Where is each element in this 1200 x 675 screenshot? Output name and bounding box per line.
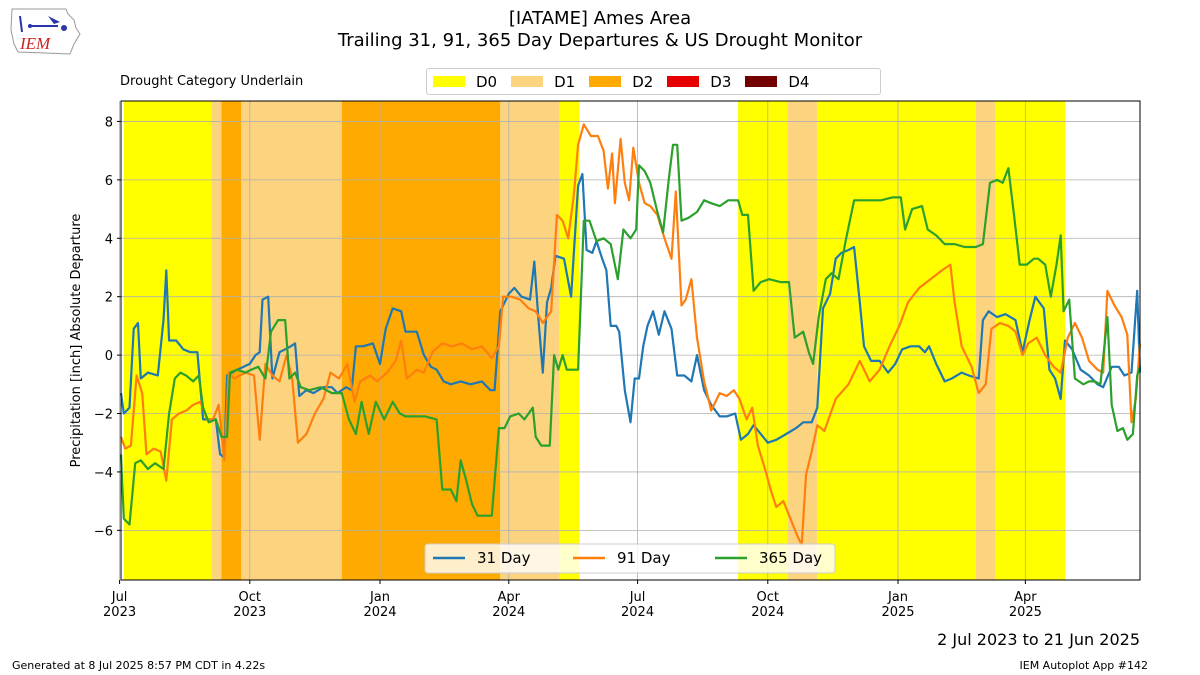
x-tick-label-year: 2024 (751, 605, 784, 620)
drought-legend-item-d0: D0 (433, 73, 497, 91)
logo-text: IEM (19, 34, 51, 53)
app-note: IEM Autoplot App #142 (1019, 659, 1149, 672)
x-tick-label: Jan (369, 590, 390, 605)
drought-legend-swatch (589, 76, 622, 87)
drought-legend-item-d1: D1 (511, 73, 575, 91)
drought-legend-label: D1 (554, 72, 576, 91)
drought-legend-swatch (433, 76, 465, 87)
drought-band-d1 (241, 101, 342, 580)
axis-ticks: −6−4−202468Jul2023Oct2023Jan2024Apr2024J… (94, 115, 1042, 620)
x-tick-label: Apr (1014, 590, 1037, 605)
drought-band-d1 (975, 101, 996, 580)
drought-band-d0 (817, 101, 976, 580)
drought-band-d1 (500, 101, 560, 580)
x-tick-label-year: 2025 (881, 605, 914, 620)
x-tick-label-year: 2024 (621, 605, 654, 620)
drought-legend-item-d3: D3 (667, 73, 731, 91)
drought-bands (123, 101, 1065, 580)
drought-legend-item-d4: D4 (745, 73, 809, 91)
drought-band-d1 (211, 101, 222, 580)
drought-legend-swatch (667, 76, 700, 87)
y-tick-label: −6 (94, 524, 113, 539)
drought-band-d0 (559, 101, 580, 580)
series-line-91-day (119, 123, 1142, 547)
chart-subtitle: Trailing 31, 91, 365 Day Departures & US… (337, 30, 863, 51)
axes-frame (120, 100, 1141, 581)
drought-legend-item-d2: D2 (589, 73, 653, 91)
drought-band-d2 (221, 101, 242, 580)
x-tick-label-year: 2024 (363, 605, 396, 620)
grid-lines (119, 101, 1140, 580)
chart-title: [IATAME] Ames Area (508, 8, 692, 29)
y-tick-label: −2 (94, 408, 113, 423)
x-tick-label: Jul (111, 590, 128, 605)
drought-legend-label: D2 (632, 72, 654, 91)
x-tick-label: Jan (887, 590, 908, 605)
x-tick-label-year: 2025 (1009, 605, 1042, 620)
drought-band-d2 (341, 101, 501, 580)
drought-legend-label: D4 (788, 72, 810, 91)
drought-legend-swatch (745, 76, 778, 87)
series-line-31-day (119, 172, 1142, 459)
series-lines (119, 123, 1142, 547)
y-tick-label: 6 (105, 174, 113, 189)
x-tick-label-year: 2024 (492, 605, 525, 620)
drought-band-d0 (995, 101, 1065, 580)
drought-band-d0 (738, 101, 788, 580)
series-legend: 31 Day 91 Day 365 Day (424, 543, 836, 574)
drought-legend: D0 D1 D2 D3 D4 (426, 68, 881, 95)
date-range: 2 Jul 2023 to 21 Jun 2025 (937, 630, 1140, 649)
drought-legend-label: D0 (476, 72, 498, 91)
y-tick-label: 2 (105, 291, 113, 306)
y-tick-label: 8 (105, 115, 113, 130)
drought-category-label: Drought Category Underlain (120, 74, 304, 89)
y-tick-label: −4 (94, 466, 113, 481)
x-tick-label: Jul (629, 590, 646, 605)
x-tick-label-year: 2023 (233, 605, 266, 620)
drought-band-d0 (123, 101, 212, 580)
drought-band-d1 (787, 101, 818, 580)
series-line-365-day (119, 143, 1142, 526)
series-legend-label: 31 Day (477, 549, 531, 567)
y-tick-label: 4 (105, 232, 113, 247)
drought-legend-swatch (511, 76, 544, 87)
y-tick-label: 0 (105, 349, 113, 364)
y-axis-label: Precipitation [inch] Absolute Departure (69, 214, 84, 468)
x-tick-label: Oct (757, 590, 779, 605)
series-legend-label: 365 Day (759, 549, 822, 567)
series-legend-box (424, 543, 836, 574)
drought-legend-label: D3 (710, 72, 732, 91)
x-tick-label: Apr (498, 590, 521, 605)
x-tick-label: Oct (239, 590, 261, 605)
x-tick-label-year: 2023 (103, 605, 136, 620)
generated-note: Generated at 8 Jul 2025 8:57 PM CDT in 4… (12, 659, 266, 672)
iem-logo: IEM (10, 8, 81, 55)
series-legend-label: 91 Day (617, 549, 671, 567)
